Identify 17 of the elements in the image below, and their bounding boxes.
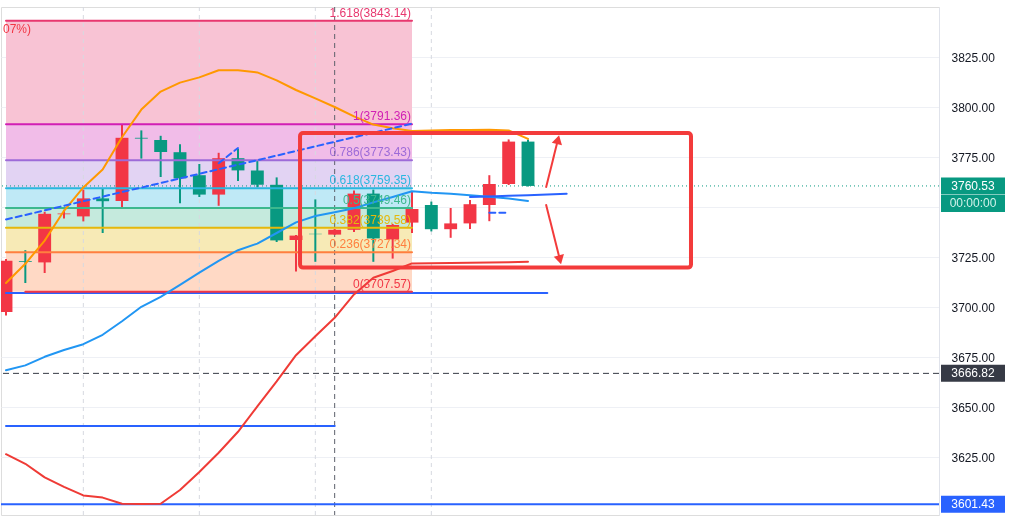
ref-line-label: 3666.82 [951, 366, 996, 381]
annotation: 07%) [3, 22, 32, 36]
y-tick-label: 3825.00 [951, 50, 996, 65]
y-tick-label: 3725.00 [951, 250, 996, 265]
ref-line-label: 3760.53 [951, 178, 996, 193]
y-tick-label: 3675.00 [951, 350, 996, 365]
text: 00:00:00 [949, 196, 997, 211]
y-tick-label: 3700.00 [951, 300, 996, 315]
ref-line-label: 3601.43 [951, 497, 996, 512]
series-label: 0.786(3773.43) [329, 145, 411, 160]
series-label: 1(3791.36) [352, 109, 411, 124]
y-tick-label: 3625.00 [951, 450, 996, 465]
y-tick-label: 3800.00 [951, 100, 996, 115]
series-label: 1.618(3843.14) [329, 5, 411, 20]
y-tick-label: 3650.00 [951, 400, 996, 415]
y-tick-label: 3775.00 [951, 150, 996, 165]
series-label: 0.618(3759.35) [329, 173, 411, 188]
